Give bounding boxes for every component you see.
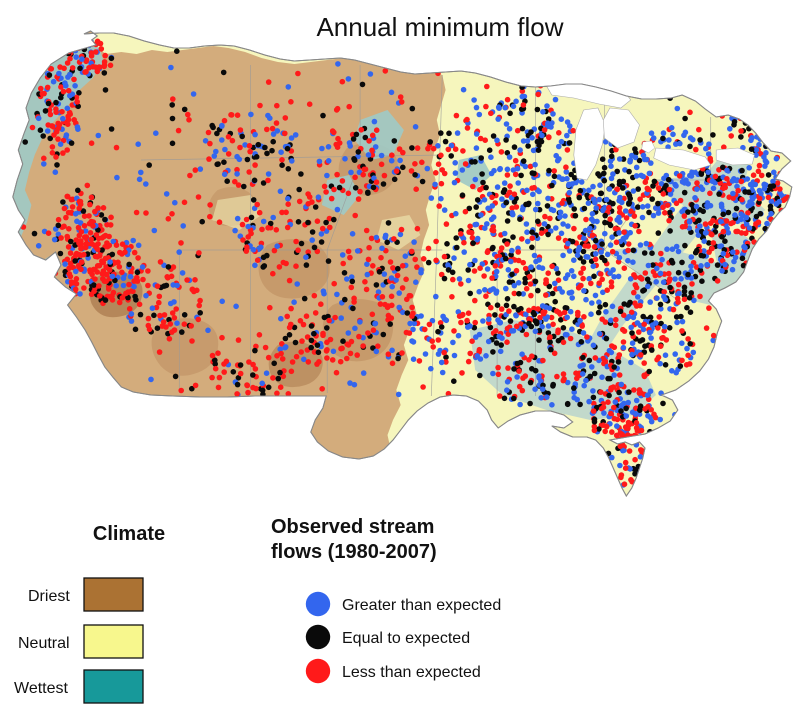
svg-text:Driest: Driest xyxy=(28,588,70,605)
svg-text:Less than expected: Less than expected xyxy=(342,664,481,681)
svg-text:Wettest: Wettest xyxy=(14,680,69,697)
svg-text:Neutral: Neutral xyxy=(18,635,70,652)
svg-text:Climate: Climate xyxy=(93,523,165,545)
svg-text:flows (1980-2007): flows (1980-2007) xyxy=(271,541,437,563)
svg-text:Greater than expected: Greater than expected xyxy=(342,597,501,614)
svg-text:Equal to expected: Equal to expected xyxy=(342,630,470,647)
svg-text:Observed stream: Observed stream xyxy=(271,516,434,538)
